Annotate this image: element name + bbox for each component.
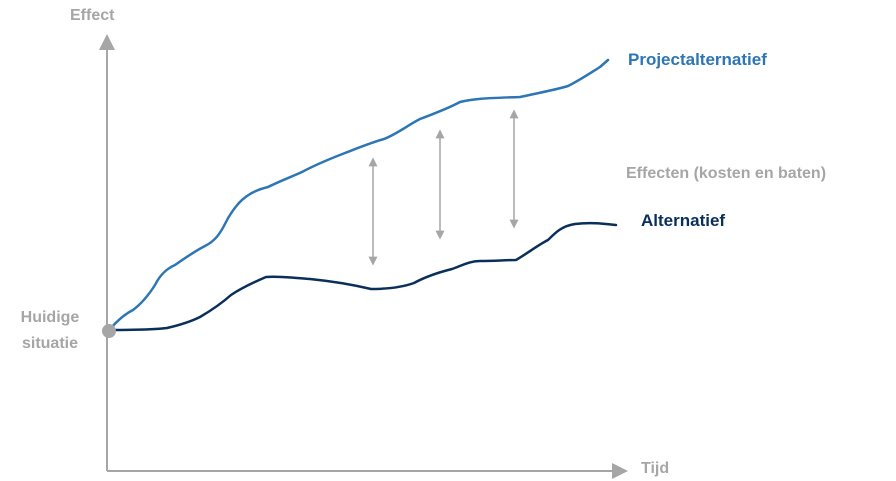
start-point-label-line2: situatie <box>21 335 78 352</box>
start-point-marker <box>102 324 116 338</box>
alternative-curve <box>109 221 618 332</box>
y-axis-label: Effect <box>70 7 115 24</box>
x-axis-label: Tijd <box>641 460 670 477</box>
start-point-label-line1: Huidige <box>20 309 80 326</box>
project-alternative-label: Projectalternatief <box>628 50 767 69</box>
project-alternative-curve <box>109 58 610 330</box>
effects-label: Effecten (kosten en baten) <box>626 165 827 182</box>
start-point-label: Huidige situatie <box>0 305 100 357</box>
alternative-label: Alternatief <box>641 211 726 230</box>
